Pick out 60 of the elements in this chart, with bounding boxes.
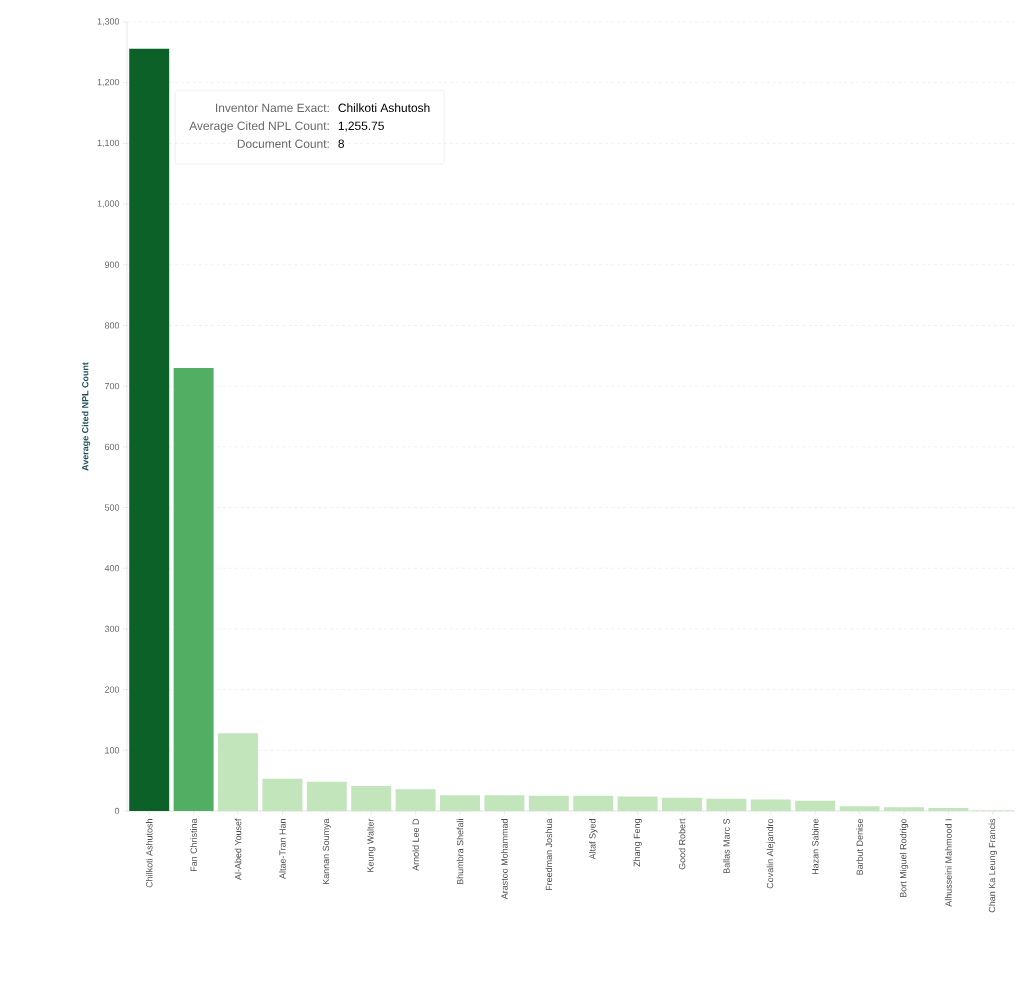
x-tick-label: Bhumbra Shefali [456,819,464,885]
x-tick-label: Al-Abed Yousef [234,818,242,880]
x-tick-label: Covalin Alejandro [766,818,775,889]
y-tick-label: 500 [104,504,120,511]
bar [795,800,836,811]
y-tick-label: 100 [105,747,120,754]
x-tick-label: Altaf Syed [589,819,598,860]
x-tick-label: Alhusseini Mahmood I [945,819,952,907]
y-axis-title: Average Cited NPL Count [81,362,91,471]
bar [484,795,525,811]
annotation: Document Count: [237,139,329,148]
x-tick-label: Freedman Joshua [545,818,553,891]
y-tick-label: 200 [104,686,120,693]
x-tick-label: Altae-Tran Han [279,819,286,879]
bar [351,786,392,811]
x-tick-label: Ballas Marc S [723,818,730,874]
bar [440,795,480,811]
x-tick-label: Zhang Feng [633,819,642,867]
bar [573,795,614,811]
y-tick-label: 600 [104,443,120,451]
y-tick-label: 900 [104,261,120,268]
annotation: Average Cited NPL Count: [189,121,329,133]
x-tick-label: Bort Miguel Rodrigo [899,818,909,898]
y-tick-label: 700 [104,382,120,390]
bar [662,797,702,811]
annotation: Inventor Name Exact: [216,103,329,113]
bar [928,807,969,811]
bar [262,778,303,811]
y-tick-label: 400 [104,565,120,572]
annotation: Chilkoti Ashutosh [338,103,430,113]
x-tick-label: Chilkoti Ashutosh [145,819,153,888]
bar [706,798,747,811]
bar [617,796,658,811]
y-tick-label: 1,200 [97,78,120,87]
bar [173,367,214,811]
bar [306,781,347,811]
annotation: 1,255.75 [338,121,384,132]
annotation: 8 [338,139,344,148]
bar [218,733,258,811]
x-tick-label: Arastoo Mohammad [501,819,508,900]
x-tick-label: Fan Christina [190,818,197,872]
y-tick-label: 300 [104,625,120,633]
y-tick-label: 0 [114,807,120,815]
bar [395,789,436,811]
x-tick-label: Keung Walter [367,818,376,872]
y-tick-label: 1,000 [97,200,120,208]
y-tick-label: 1,300 [97,18,120,26]
y-tick-label: 800 [104,322,120,329]
y-tick-label: 1,100 [97,139,120,148]
x-tick-label: Barbut Denise [856,818,863,875]
bar [884,807,924,811]
x-tick-label: Chan Ka Leung Francis [988,818,997,913]
x-tick-label: Hazan Sabine [811,818,819,875]
bar [839,806,880,811]
bar [750,799,791,811]
x-tick-label: Arnold Lee D [412,818,419,871]
x-tick-label: Good Robert [678,818,686,870]
bar [528,795,569,811]
bar [129,48,170,811]
x-tick-label: Kannan Soumya [322,818,331,885]
